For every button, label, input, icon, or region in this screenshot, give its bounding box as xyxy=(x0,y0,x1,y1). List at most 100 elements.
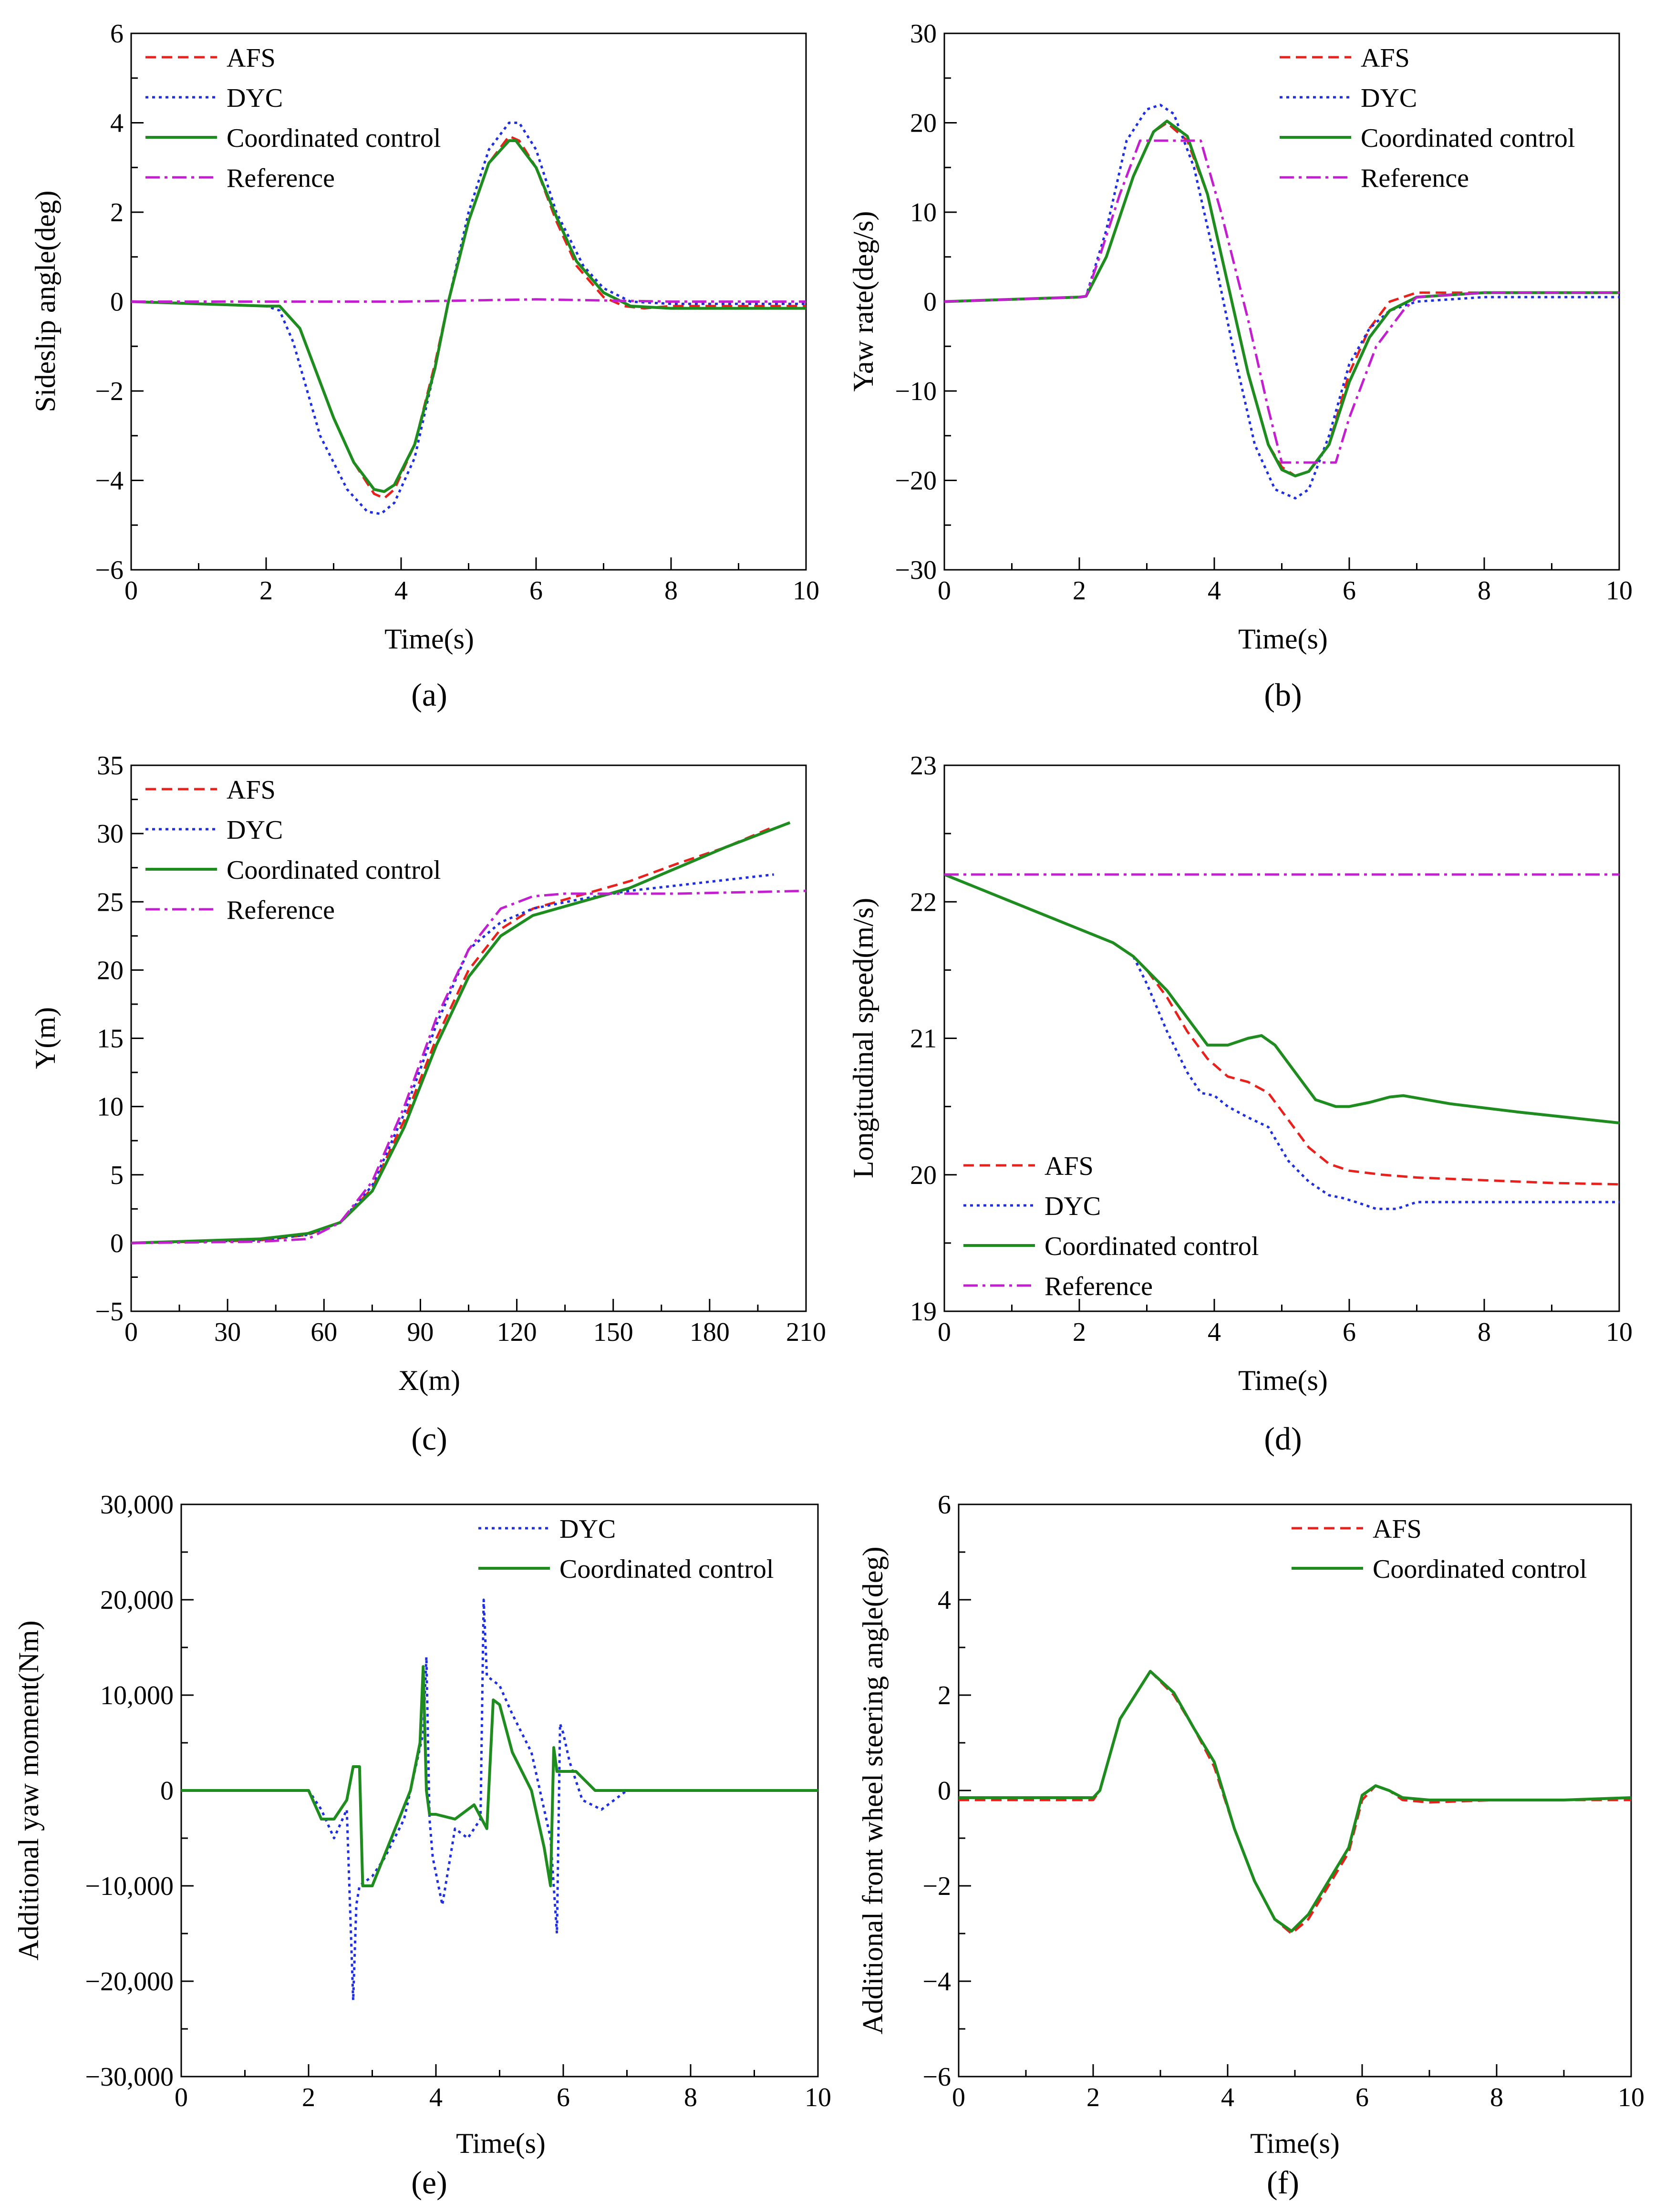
x-axis-label: Time(s) xyxy=(456,2128,546,2159)
series-group xyxy=(181,1598,818,2002)
x-tick-label: 2 xyxy=(1086,2083,1100,2112)
legend-label-coordinated-control: Coordinated control xyxy=(1373,1554,1587,1584)
x-tick-label: 2 xyxy=(302,2083,315,2112)
x-tick-label: 90 xyxy=(407,1317,434,1347)
y-tick-label: 20 xyxy=(910,1161,937,1190)
x-axis-label: Time(s) xyxy=(1238,623,1328,655)
x-axis-label: Time(s) xyxy=(1238,1365,1328,1396)
y-axis-label: Sideslip angle(deg) xyxy=(30,191,61,412)
chart-panel-d: 0 2 4 6 8 10 19 20 21 22 23 Time(s) Longitudinal spe… xyxy=(848,751,1633,1457)
y-tick-label: −30,000 xyxy=(85,2062,174,2092)
y-tick-label: 0 xyxy=(923,288,937,317)
series-line-reference xyxy=(131,298,806,303)
y-tick-label: 20,000 xyxy=(100,1585,174,1615)
y-tick-label: −10,000 xyxy=(85,1872,174,1901)
legend: AFS DYC Coordinated control Reference xyxy=(1280,43,1575,193)
x-tick-label: 8 xyxy=(1478,576,1491,606)
legend-label-afs: AFS xyxy=(227,775,276,805)
legend-label-dyc: DYC xyxy=(227,815,283,845)
y-tick-label: 15 xyxy=(97,1024,124,1054)
legend-label-dyc: DYC xyxy=(227,83,283,113)
y-tick-label: 23 xyxy=(910,751,937,781)
y-tick-label: 0 xyxy=(110,1229,124,1258)
x-tick-label: 0 xyxy=(124,1317,138,1347)
legend: AFS Coordinated control xyxy=(1292,1514,1587,1584)
x-tick-label: 2 xyxy=(1073,1317,1086,1347)
y-tick-label: −20 xyxy=(895,466,937,496)
x-tick-label: 10 xyxy=(1618,2083,1644,2112)
y-tick-label: −4 xyxy=(95,466,124,496)
x-tick-label: 150 xyxy=(593,1317,633,1347)
x-axis-label: X(m) xyxy=(398,1365,460,1396)
panel-caption: (a) xyxy=(411,677,447,713)
legend-label-coordinated-control: Coordinated control xyxy=(1361,123,1575,153)
legend-label-coordinated-control: Coordinated control xyxy=(227,855,441,885)
legend-label-reference: Reference xyxy=(1045,1272,1153,1301)
x-axis-label: Time(s) xyxy=(1250,2128,1340,2159)
y-tick-label: 25 xyxy=(97,887,124,917)
y-tick-label: 30 xyxy=(910,19,937,49)
y-tick-label: 10 xyxy=(910,198,937,227)
y-tick-label: 2 xyxy=(110,198,124,227)
legend-label-afs: AFS xyxy=(227,43,276,73)
y-tick-label: 6 xyxy=(110,19,124,49)
legend-label-dyc: DYC xyxy=(1361,83,1417,113)
x-tick-label: 4 xyxy=(1208,1317,1221,1347)
y-tick-label: −5 xyxy=(95,1297,124,1327)
y-tick-label: 2 xyxy=(938,1681,951,1710)
y-tick-label: −6 xyxy=(95,556,124,585)
y-tick-label: 30 xyxy=(97,819,124,849)
y-tick-label: 4 xyxy=(938,1585,951,1615)
y-axis-label: Yaw rate(deg/s) xyxy=(848,211,879,392)
x-axis-label: Time(s) xyxy=(384,623,474,655)
x-tick-label: 8 xyxy=(684,2083,697,2112)
y-tick-label: 0 xyxy=(110,288,124,317)
y-tick-label: −2 xyxy=(95,377,124,406)
x-tick-label: 8 xyxy=(1490,2083,1503,2112)
legend-label-reference: Reference xyxy=(1361,164,1469,193)
y-tick-label: 10,000 xyxy=(100,1681,174,1710)
chart-panel-b: 0 2 4 6 8 10 −30 −20 −10 0 10 20 30 Time(s) Yaw rate(d… xyxy=(848,19,1633,713)
series-group xyxy=(131,821,806,1245)
series-line-coordinated-control xyxy=(131,821,791,1245)
x-tick-label: 6 xyxy=(557,2083,570,2112)
y-tick-label: −30 xyxy=(895,556,937,585)
legend-label-dyc: DYC xyxy=(559,1514,616,1544)
y-tick-label: 0 xyxy=(160,1776,174,1806)
series-group xyxy=(959,1670,1631,1935)
legend-label-afs: AFS xyxy=(1045,1152,1094,1181)
legend: DYC Coordinated control xyxy=(478,1514,774,1584)
y-tick-label: −20,000 xyxy=(85,1967,174,1996)
chart-panel-c: 0 30 60 90 120 150 180 210−505101520253035X(m)Y… xyxy=(30,751,826,1457)
x-tick-label: 4 xyxy=(1208,576,1221,606)
x-tick-label: 10 xyxy=(793,576,819,606)
legend-label-afs: AFS xyxy=(1361,43,1410,73)
y-tick-label: −10 xyxy=(895,377,937,406)
y-tick-label: −2 xyxy=(922,1872,951,1901)
series-line-dyc xyxy=(944,103,1619,500)
series-group xyxy=(131,122,806,515)
panel-caption: (c) xyxy=(411,1420,447,1457)
x-tick-label: 4 xyxy=(429,2083,443,2112)
x-tick-label: 6 xyxy=(529,576,543,606)
x-tick-label: 4 xyxy=(1221,2083,1234,2112)
series-line-reference xyxy=(131,889,806,1245)
chart-panel-a: 0 2 4 6 8 10 −6 −4 −2 0 2 4 6 Time(s) Sideslip angle(d… xyxy=(30,19,819,713)
x-tick-label: 30 xyxy=(214,1317,241,1347)
y-tick-label: 21 xyxy=(910,1024,937,1054)
legend: AFS DYC Coordinated control Reference xyxy=(145,43,441,193)
x-tick-label: 6 xyxy=(1343,576,1356,606)
y-tick-label: 20 xyxy=(910,109,937,138)
panel-caption: (b) xyxy=(1264,677,1302,713)
x-tick-label: 180 xyxy=(690,1317,730,1347)
legend-label-coordinated-control: Coordinated control xyxy=(227,123,441,153)
legend: AFS DYC Coordinated control Reference xyxy=(963,1152,1259,1301)
y-tick-label: 30,000 xyxy=(100,1490,174,1520)
y-tick-label: 10 xyxy=(97,1092,124,1122)
y-tick-label: 6 xyxy=(938,1490,951,1520)
x-tick-label: 4 xyxy=(394,576,408,606)
x-tick-label: 10 xyxy=(1606,576,1633,606)
y-tick-label: −4 xyxy=(922,1967,951,1996)
x-tick-label: 210 xyxy=(786,1317,826,1347)
plot-frame xyxy=(958,1503,1632,2078)
